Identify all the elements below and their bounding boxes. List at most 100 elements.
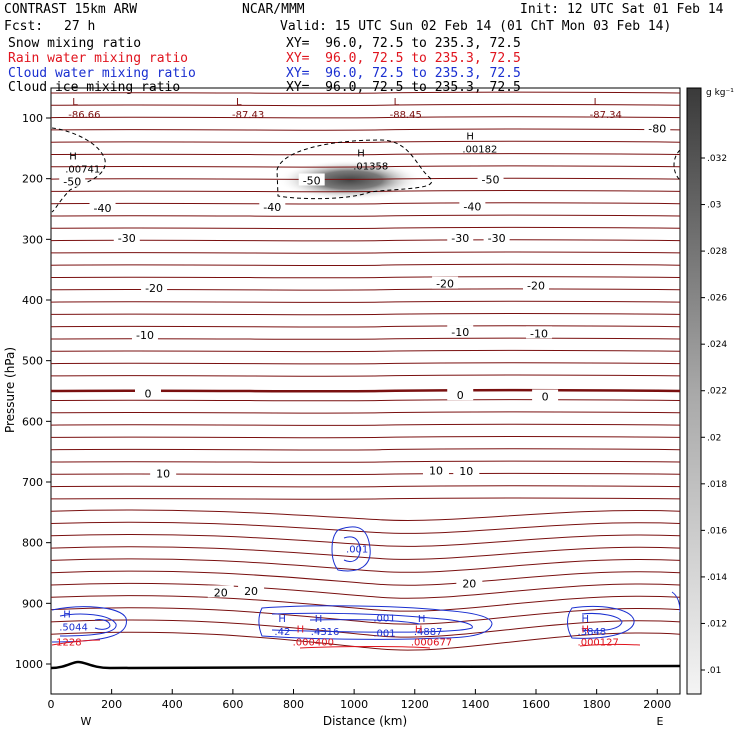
extremum-kind: L — [72, 97, 78, 108]
isotherm — [51, 239, 680, 242]
extremum-value: -87.34 — [590, 110, 622, 121]
label-bg — [259, 200, 286, 213]
extremum-kind: H — [582, 625, 590, 636]
x-tick-label: 1000 — [340, 698, 368, 711]
isotherm — [51, 411, 680, 414]
label-bg — [422, 463, 449, 476]
isotherm-label: -80 — [648, 122, 666, 135]
field-name-rain: Rain water mixing ratio — [8, 51, 189, 66]
fcst-label: Fcst: — [4, 19, 44, 34]
extremum-kind: L — [236, 97, 242, 108]
extremum-kind: H — [63, 610, 71, 621]
isotherm-label: 10 — [459, 465, 473, 478]
isotherm — [51, 116, 680, 119]
label-bg — [135, 386, 162, 399]
rain-water-contours — [51, 639, 641, 649]
isotherm — [51, 362, 680, 365]
isotherm — [51, 91, 680, 94]
isotherm — [51, 521, 680, 534]
model-title: CONTRAST 15km ARW — [4, 2, 138, 17]
isotherm-label: 0 — [145, 387, 152, 400]
isotherm-label: -50 — [482, 173, 500, 186]
isotherm — [51, 349, 680, 353]
y-axis-title: Pressure (hPa) — [3, 347, 17, 433]
colorbar-tick-label: .022 — [707, 387, 727, 397]
east-label: E — [657, 715, 664, 728]
label-bg — [526, 326, 553, 339]
label-bg — [238, 584, 265, 597]
label-bg — [298, 173, 325, 186]
cloud-ice-contour — [276, 139, 433, 200]
label-bg — [432, 276, 459, 289]
label-bg — [131, 328, 158, 341]
label-bg — [207, 585, 234, 598]
field-name-snow: Snow mixing ratio — [8, 36, 142, 51]
label-bg — [89, 200, 116, 213]
isotherm — [51, 202, 680, 205]
extremum-value: .00182 — [462, 144, 497, 155]
isotherm-label: 0 — [542, 390, 549, 403]
cloud-ice-contour-east — [673, 149, 680, 181]
temperature-labels: -80 -50 -50 -50 -40 -40 -40 -30 -30 -30 -20 -20 -20 -… — [59, 121, 671, 599]
isotherm-label: 20 — [244, 585, 258, 598]
isotherm — [51, 448, 680, 451]
x-tick-label: 2000 — [643, 698, 671, 711]
isotherm — [51, 460, 680, 463]
y-axis: 100 200 300 400 500 600 700 800 900 1000 — [15, 112, 51, 671]
extremum-value: .000127 — [578, 638, 619, 649]
isotherm-label: -20 — [145, 282, 163, 295]
isotherm — [51, 276, 680, 279]
x-axis: 0 200 400 600 800 1000 1200 1400 1600 1800 2000 — [48, 689, 671, 711]
init-time: Init: 12 UTC Sat 01 Feb 14 — [520, 2, 724, 17]
extremum-kind: H — [582, 614, 590, 625]
colorbar-tick-label: .02 — [707, 433, 721, 443]
x-tick-label: 800 — [283, 698, 304, 711]
isotherm-label: -30 — [118, 232, 136, 245]
isotherm-label: -50 — [63, 176, 81, 189]
isotherm-label: -30 — [488, 232, 506, 245]
isotherm — [51, 226, 680, 230]
extremum-kind: L — [394, 97, 400, 108]
isotherm — [51, 546, 680, 560]
isotherm — [51, 177, 680, 180]
isotherm — [51, 325, 680, 328]
x-tick-label: 1200 — [401, 698, 429, 711]
isotherm — [51, 251, 680, 254]
colorbar-tick-label: .01 — [707, 666, 721, 676]
field-name-cloud-water: Cloud water mixing ratio — [8, 66, 196, 81]
y-tick-label: 700 — [22, 476, 43, 489]
extremum-kind: H — [69, 152, 77, 163]
isotherm — [51, 631, 680, 651]
label-bg — [453, 464, 480, 477]
cloud-ice-contour-west — [51, 127, 106, 213]
isotherm — [51, 190, 680, 193]
isotherm-label: -40 — [94, 202, 112, 215]
isotherm-label: 0 — [457, 389, 464, 402]
isotherm — [51, 509, 680, 521]
isotherm-label: 10 — [156, 468, 170, 481]
colorbar-tick-label: .032 — [707, 154, 727, 164]
label-bg — [459, 199, 486, 212]
colorbar-tick-label: .012 — [707, 619, 727, 629]
label-bg — [532, 389, 559, 402]
extremum-kind: H — [278, 614, 286, 625]
colorbar-tick-label: .016 — [707, 526, 727, 536]
cloud-water-label: .001 — [373, 628, 395, 639]
extremum-value: .000400 — [293, 638, 334, 649]
y-tick-label: 400 — [22, 294, 43, 307]
fcst-value: 27 h — [64, 19, 96, 34]
isotherm-label: 20 — [462, 577, 476, 590]
y-tick-label: 900 — [22, 597, 43, 610]
extremum-value: -86.66 — [68, 110, 100, 121]
extremum-value: .00741 — [65, 165, 100, 176]
label-bg — [456, 576, 483, 589]
isotherm — [51, 533, 680, 547]
isotherm — [51, 619, 680, 638]
valid-time: Valid: 15 UTC Sun 02 Feb 14 (01 ChT Mon … — [280, 19, 672, 34]
isotherm-label: 20 — [214, 586, 228, 599]
isotherm — [51, 140, 680, 144]
x-tick-label: 1800 — [583, 698, 611, 711]
label-bg — [483, 231, 510, 244]
isotherm — [51, 595, 680, 612]
x-tick-label: 1600 — [522, 698, 550, 711]
